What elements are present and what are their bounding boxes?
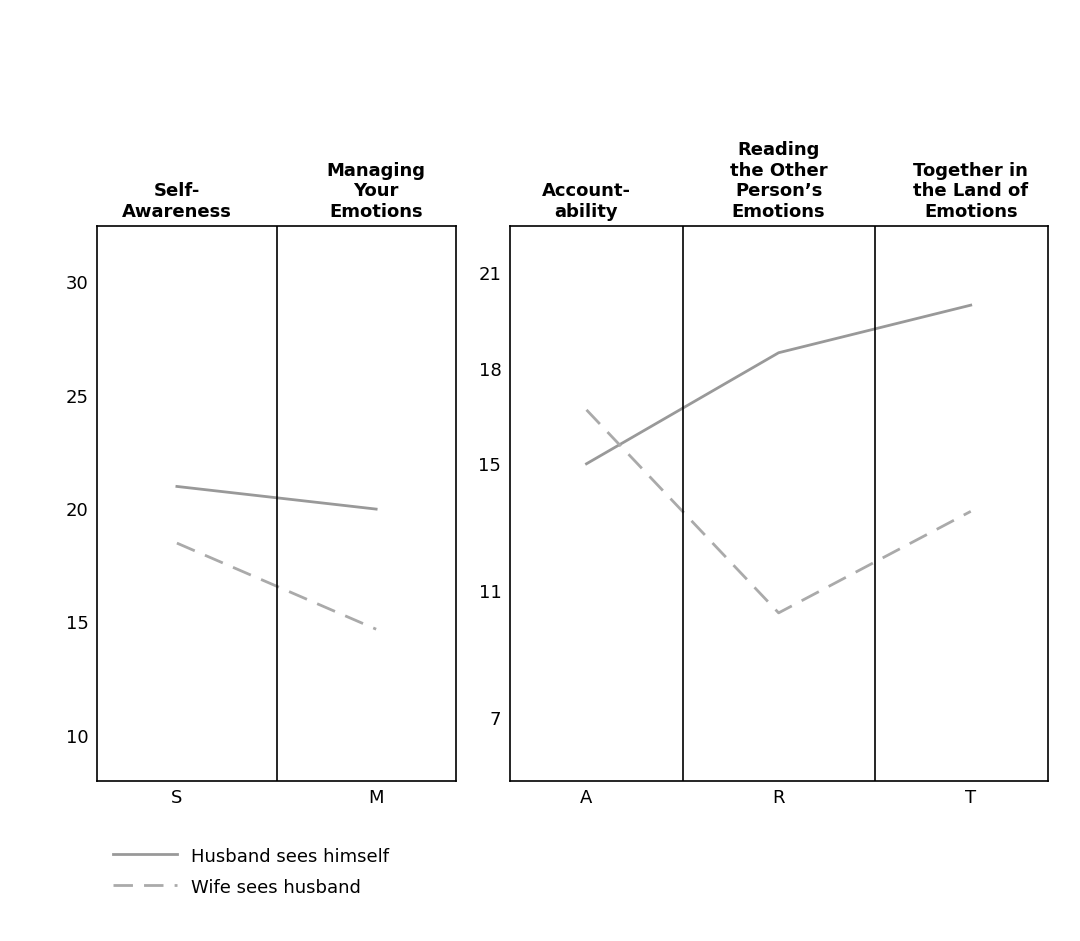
Text: Self-
Awareness: Self- Awareness <box>122 183 232 221</box>
Text: Reading
the Other
Person’s
Emotions: Reading the Other Person’s Emotions <box>730 141 827 221</box>
Text: Together in
the Land of
Emotions: Together in the Land of Emotions <box>914 162 1028 221</box>
Text: Account-
ability: Account- ability <box>542 183 631 221</box>
Legend: Husband sees himself, Wife sees husband: Husband sees himself, Wife sees husband <box>106 840 396 903</box>
Text: Managing
Your
Emotions: Managing Your Emotions <box>326 162 426 221</box>
